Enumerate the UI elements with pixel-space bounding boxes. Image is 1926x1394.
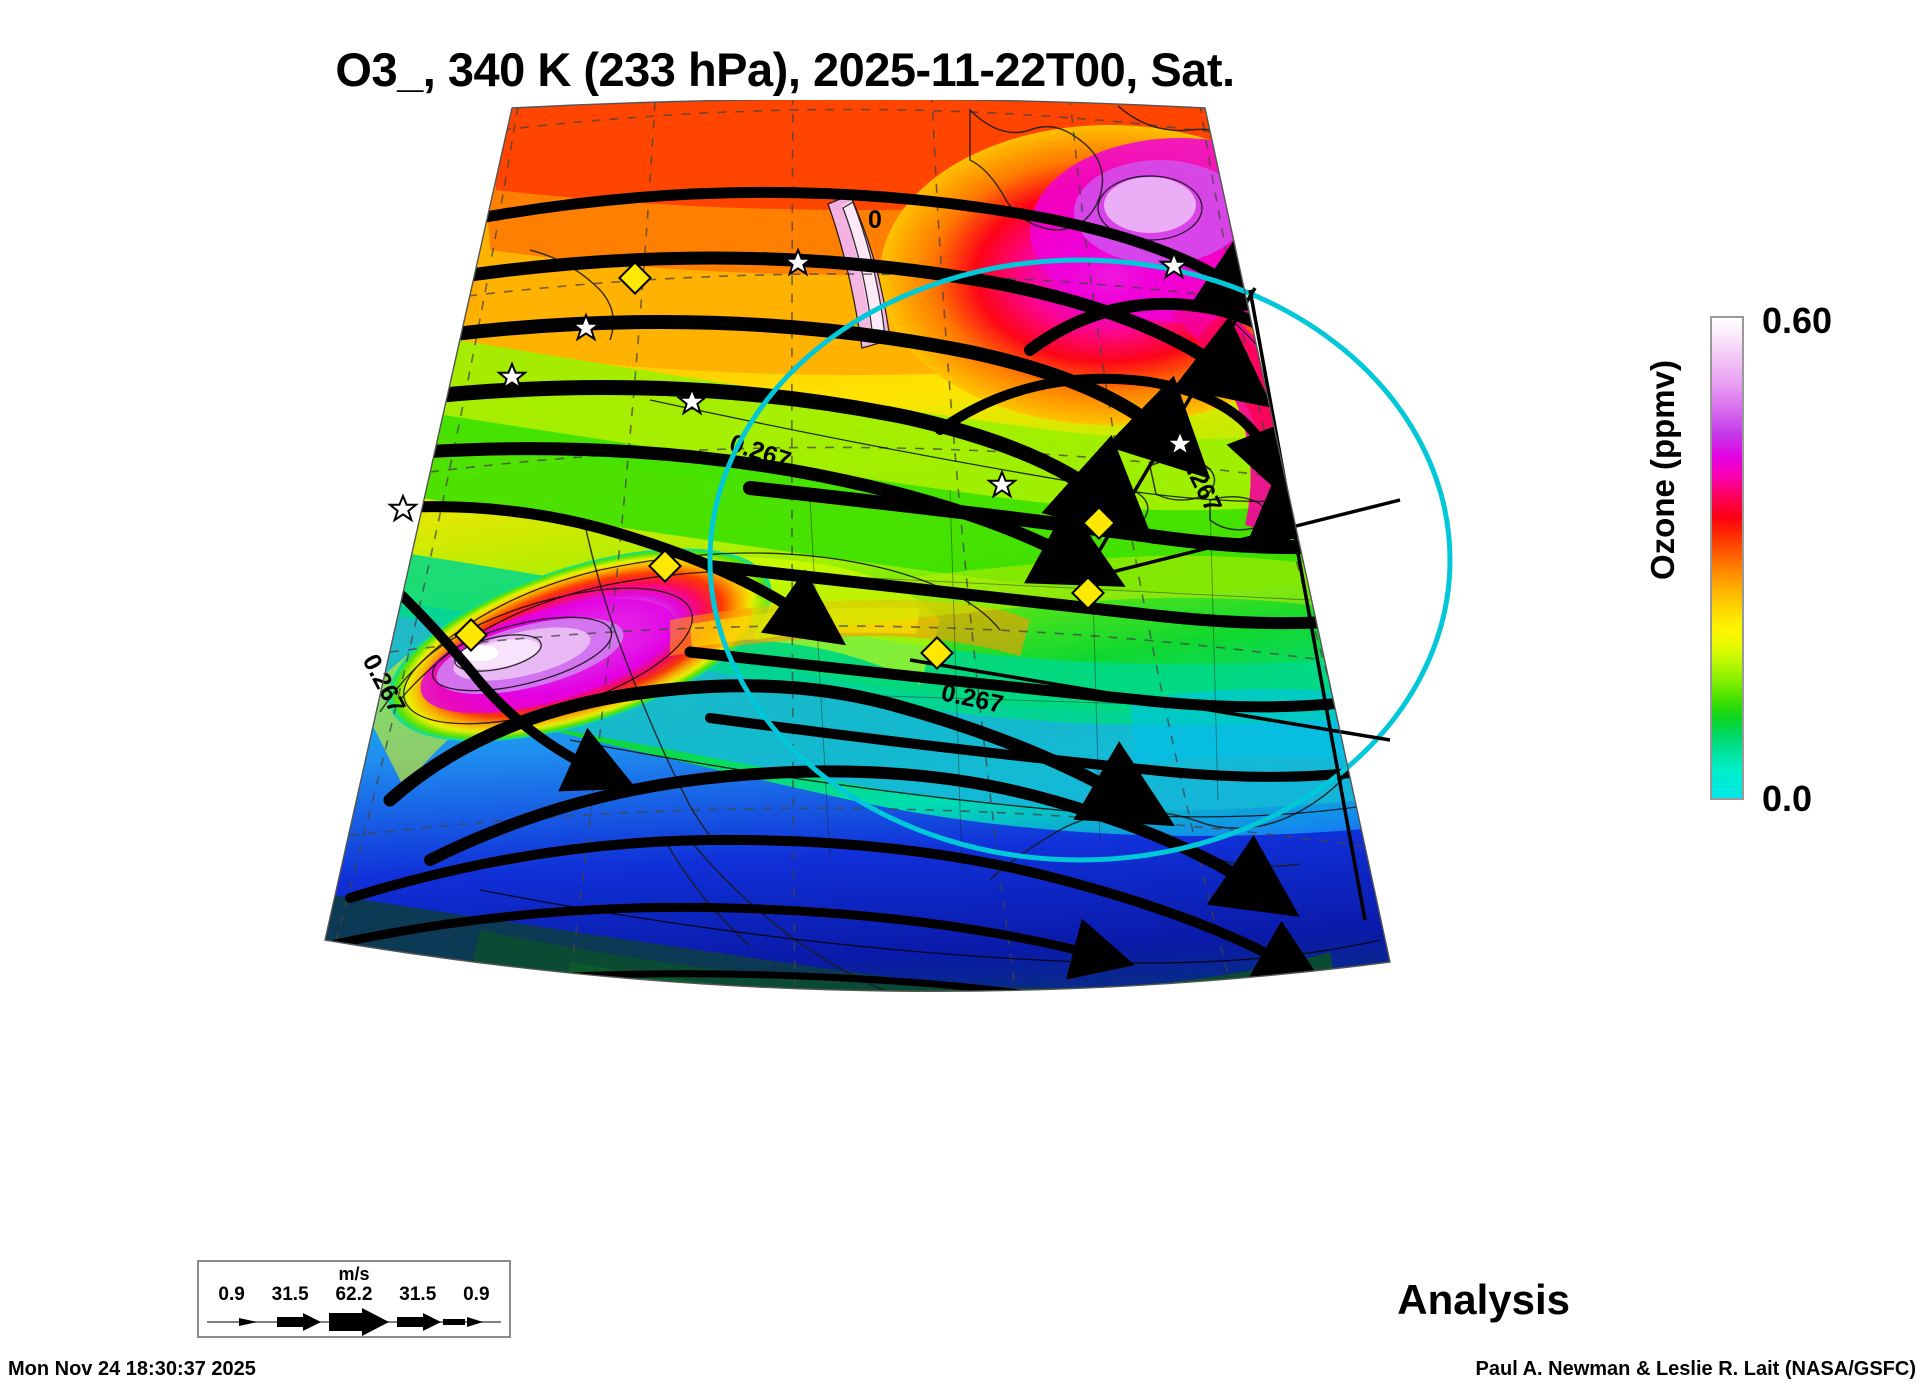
wind-units-label: m/s bbox=[338, 1264, 370, 1284]
station-markers-stars[interactable] bbox=[387, 247, 1196, 523]
station-star[interactable] bbox=[1158, 250, 1190, 280]
station-diamond[interactable] bbox=[1082, 506, 1116, 540]
analysis-label: Analysis bbox=[1397, 1276, 1570, 1323]
wind-value: 0.9 bbox=[463, 1284, 490, 1305]
wind-scale-legend: m/s 0.9 31.5 62.2 31.5 0.9 bbox=[197, 1260, 511, 1338]
terminator-overlay bbox=[707, 257, 1453, 921]
station-diamond[interactable] bbox=[1071, 576, 1105, 610]
station-star[interactable] bbox=[986, 469, 1018, 499]
map-panel: 0.267 0.267 0.267 0.267 0 bbox=[150, 100, 1570, 1030]
wind-value: 62.2 bbox=[335, 1284, 373, 1305]
colorbar[interactable]: 0.60 0.0 Ozone (ppmv) bbox=[1644, 300, 1926, 840]
colorbar-max-label: 0.60 bbox=[1762, 300, 1833, 341]
station-diamond[interactable] bbox=[454, 618, 488, 652]
map-canvas[interactable]: 0.267 0.267 0.267 0.267 0 bbox=[150, 100, 1570, 1030]
station-star[interactable] bbox=[782, 247, 814, 277]
page-title: O3_, 340 K (233 hPa), 2025-11-22T00, Sat… bbox=[335, 43, 1235, 96]
contour-label: 0 bbox=[868, 206, 882, 234]
station-diamond[interactable] bbox=[618, 261, 652, 295]
station-star[interactable] bbox=[496, 361, 528, 391]
station-star[interactable] bbox=[676, 386, 708, 416]
colorbar-axis-label: Ozone (ppmv) bbox=[1644, 360, 1681, 580]
wind-value: 0.9 bbox=[218, 1284, 245, 1305]
colorbar-gradient[interactable] bbox=[1710, 316, 1744, 800]
author-credits: Paul A. Newman & Leslie R. Lait (NASA/GS… bbox=[1475, 1358, 1916, 1380]
station-diamond[interactable] bbox=[920, 636, 954, 670]
wind-value: 31.5 bbox=[271, 1284, 309, 1305]
station-star[interactable] bbox=[570, 312, 602, 342]
wind-arrow-scale bbox=[207, 1308, 501, 1336]
station-diamond[interactable] bbox=[648, 549, 682, 583]
station-star[interactable] bbox=[387, 493, 419, 523]
map-boundary bbox=[324, 100, 1391, 992]
wind-value: 31.5 bbox=[399, 1284, 437, 1305]
generation-timestamp: Mon Nov 24 18:30:37 2025 bbox=[8, 1358, 256, 1380]
station-star[interactable] bbox=[1164, 428, 1196, 458]
wind-values-row: 0.9 31.5 62.2 31.5 0.9 bbox=[199, 1284, 509, 1306]
station-markers-diamonds[interactable] bbox=[454, 261, 1116, 670]
colorbar-min-label: 0.0 bbox=[1762, 778, 1813, 819]
